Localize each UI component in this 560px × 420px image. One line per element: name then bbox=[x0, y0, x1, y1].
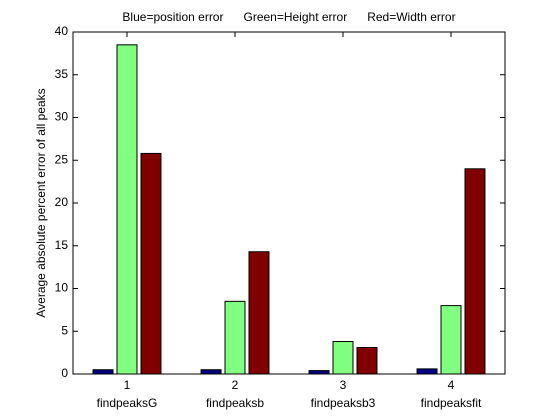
y-axis-label: Average absolute percent error of all pe… bbox=[34, 88, 48, 317]
bar bbox=[440, 305, 462, 375]
x-tick-label: 1 bbox=[124, 378, 131, 392]
category-label: findpeaksb bbox=[206, 396, 264, 410]
axes-box bbox=[72, 31, 506, 375]
x-tick-label: 2 bbox=[232, 378, 239, 392]
bar bbox=[116, 44, 138, 375]
bar bbox=[224, 300, 246, 375]
bar bbox=[200, 369, 222, 375]
bar bbox=[92, 369, 114, 375]
bar bbox=[332, 341, 354, 375]
y-tick-label: 0 bbox=[61, 366, 68, 380]
bar bbox=[140, 152, 162, 375]
y-tick-label: 15 bbox=[55, 238, 69, 252]
category-label: findpeaksfit bbox=[421, 396, 482, 410]
bar bbox=[416, 368, 438, 375]
bar bbox=[308, 370, 330, 375]
y-tick-label: 25 bbox=[55, 152, 69, 166]
y-tick-label: 10 bbox=[55, 281, 69, 295]
y-tick-label: 40 bbox=[55, 24, 69, 38]
x-tick-label: 3 bbox=[340, 378, 347, 392]
y-tick-label: 35 bbox=[55, 67, 69, 81]
category-label: findpeaksb3 bbox=[311, 396, 376, 410]
bar bbox=[356, 346, 378, 375]
y-tick-label: 30 bbox=[55, 110, 69, 124]
bar bbox=[248, 251, 270, 375]
x-tick-label: 4 bbox=[448, 378, 455, 392]
chart-title: Blue=position error Green=Height error R… bbox=[122, 10, 455, 24]
category-label: findpeaksG bbox=[97, 396, 158, 410]
y-tick-label: 20 bbox=[55, 195, 69, 209]
bar bbox=[464, 168, 486, 375]
y-tick-label: 5 bbox=[61, 323, 68, 337]
